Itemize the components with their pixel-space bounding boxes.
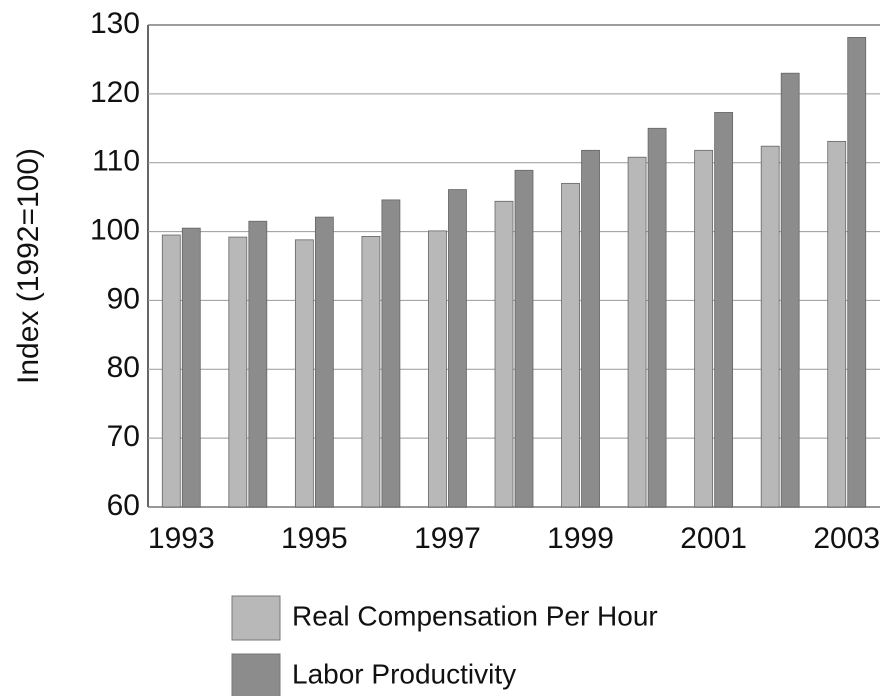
legend-label: Real Compensation Per Hour — [292, 600, 658, 631]
x-tick-label: 1993 — [148, 522, 215, 555]
y-tick-label: 110 — [92, 145, 140, 178]
y-tick-label: 100 — [90, 213, 140, 246]
bar — [381, 199, 401, 508]
x-tick-label: 1999 — [547, 522, 614, 555]
y-tick-label: 130 — [90, 7, 140, 40]
x-tick-label: 1997 — [414, 522, 481, 555]
bar — [514, 169, 534, 508]
bar — [714, 112, 734, 508]
bar — [314, 216, 334, 508]
bar — [494, 200, 514, 508]
bar — [428, 230, 447, 508]
legend-swatch — [231, 653, 281, 696]
bar — [361, 235, 381, 508]
bar — [561, 182, 580, 508]
x-tick-label: 1995 — [281, 522, 348, 555]
bar — [760, 145, 780, 508]
bar — [294, 239, 314, 508]
y-tick-label: 60 — [107, 489, 140, 522]
bar — [694, 149, 714, 508]
legend-label: Labor Productivity — [292, 658, 516, 689]
bar — [780, 72, 800, 508]
y-tick-label: 90 — [107, 282, 140, 315]
bar — [228, 236, 248, 508]
y-tick-label: 120 — [90, 76, 140, 109]
x-tick-label: 2003 — [813, 522, 880, 555]
bar — [647, 127, 667, 508]
bar — [581, 149, 600, 508]
y-tick-label: 70 — [107, 420, 140, 453]
bar — [161, 234, 181, 508]
legend-swatch — [231, 595, 281, 641]
x-tick-label: 2001 — [680, 522, 747, 555]
bar — [181, 227, 201, 508]
y-axis-label: Index (1992=100) — [12, 148, 45, 384]
y-tick-label: 80 — [107, 351, 140, 384]
bar — [448, 189, 467, 508]
bar — [627, 156, 647, 508]
bar — [248, 220, 268, 508]
bar — [827, 140, 847, 508]
bar — [847, 36, 867, 508]
